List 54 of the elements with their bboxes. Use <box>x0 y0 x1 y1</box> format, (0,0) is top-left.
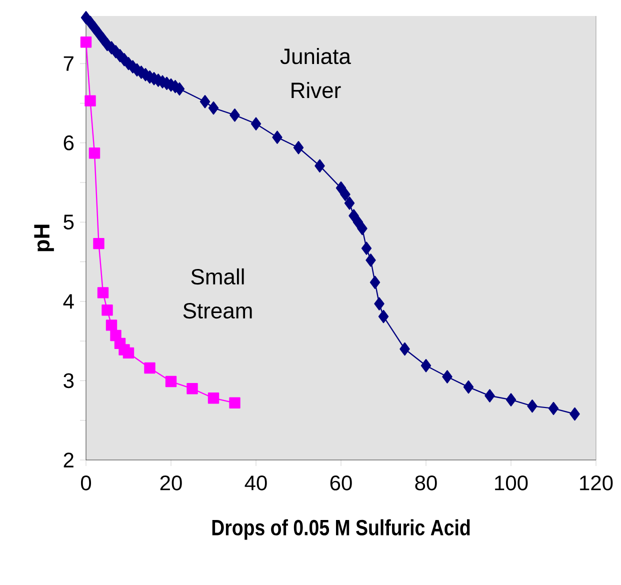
point <box>272 130 282 144</box>
point <box>548 402 559 416</box>
point <box>88 148 100 159</box>
y-tick-label: 4 <box>63 294 74 309</box>
point <box>361 242 372 255</box>
point <box>186 383 198 394</box>
point <box>442 370 452 384</box>
point <box>250 117 262 130</box>
point <box>97 287 109 298</box>
point <box>84 95 96 106</box>
x-tick-label: 120 <box>580 476 613 490</box>
y-axis-title: pH <box>34 224 54 252</box>
point <box>208 392 220 404</box>
point <box>527 399 538 413</box>
x-axis-title: Drops of 0.05 M Sulfuric Acid <box>212 519 470 540</box>
x-tick-label: 0 <box>80 476 92 490</box>
point <box>506 393 516 406</box>
y-tick-label: 3 <box>64 373 74 388</box>
point <box>484 389 495 402</box>
x-tick-label: 60 <box>330 476 352 490</box>
y-tick-label: 5 <box>64 214 74 230</box>
point <box>378 310 389 324</box>
point <box>93 238 104 250</box>
point <box>400 342 410 356</box>
point <box>144 362 156 374</box>
x-tick-label: 80 <box>415 476 437 490</box>
point <box>122 347 134 359</box>
y-tick-label: 6 <box>64 135 74 150</box>
point <box>208 101 219 115</box>
point <box>370 276 380 289</box>
point <box>106 320 118 331</box>
point <box>229 397 240 409</box>
text: Small Stream <box>183 268 252 319</box>
x-tick-label: 100 <box>495 476 528 490</box>
point <box>80 36 92 48</box>
point <box>102 304 113 316</box>
point <box>570 407 580 421</box>
point <box>314 159 325 172</box>
point <box>230 108 240 122</box>
point <box>420 359 432 372</box>
x-tick-label: 20 <box>160 476 182 490</box>
point <box>374 297 384 310</box>
series-label: Juniata River <box>280 48 351 98</box>
point <box>293 141 304 154</box>
point <box>344 196 355 210</box>
point <box>366 254 376 267</box>
point <box>165 376 177 388</box>
y-tick-label: 2 <box>64 452 74 468</box>
x-tick-label: 40 <box>244 476 267 490</box>
y-tick-label: 7 <box>64 56 74 71</box>
point <box>357 222 368 236</box>
point <box>463 380 474 394</box>
point <box>340 188 350 201</box>
point <box>200 95 210 108</box>
